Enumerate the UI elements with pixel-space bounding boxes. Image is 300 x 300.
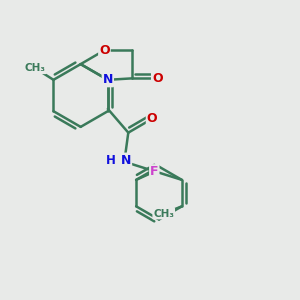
Text: O: O	[147, 112, 158, 125]
Text: F: F	[150, 165, 158, 178]
Text: O: O	[99, 44, 110, 57]
Text: CH₃: CH₃	[25, 63, 46, 73]
Text: N: N	[121, 154, 131, 166]
Text: CH₃: CH₃	[153, 208, 174, 219]
Text: H: H	[106, 154, 116, 166]
Text: O: O	[152, 72, 163, 85]
Text: N: N	[103, 73, 113, 86]
